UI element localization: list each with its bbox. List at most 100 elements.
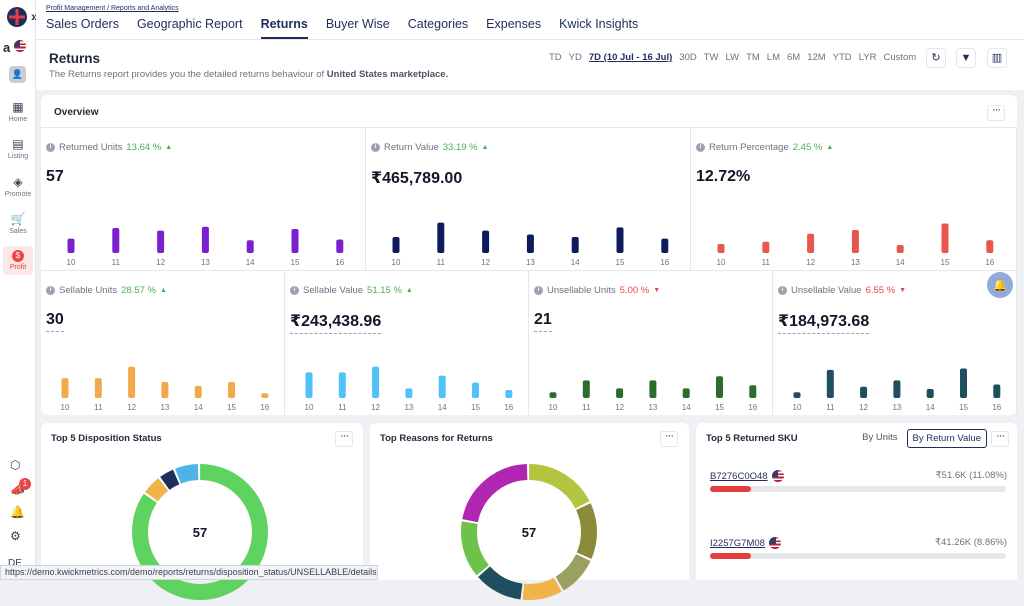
metric-tile[interactable]: i Return Value 33.19 % ▲ ₹465,789.00 10 11 12 13… bbox=[366, 127, 691, 270]
range-option[interactable]: 30D bbox=[679, 52, 697, 63]
metric-bar[interactable] bbox=[194, 385, 202, 398]
metric-bar[interactable] bbox=[807, 233, 815, 253]
metric-bar[interactable] bbox=[472, 382, 479, 398]
user-avatar-icon[interactable]: 👤 bbox=[9, 66, 26, 83]
metric-bar[interactable] bbox=[616, 388, 624, 398]
metric-bar[interactable] bbox=[112, 228, 120, 253]
info-icon[interactable]: i bbox=[46, 286, 55, 295]
tab-kwick-insights[interactable]: Kwick Insights bbox=[559, 17, 639, 31]
metric-bar[interactable] bbox=[201, 226, 209, 253]
metric-bar[interactable] bbox=[826, 369, 834, 398]
metric-bar[interactable] bbox=[128, 366, 136, 398]
sidebar-item-home[interactable]: ▦ Home bbox=[0, 100, 36, 123]
metric-tile[interactable]: i Sellable Value 51.15 % ▲ ₹243,438.96 10 11 12… bbox=[285, 270, 529, 415]
box-icon[interactable]: ⬡ bbox=[10, 458, 21, 472]
sidebar-item-profit[interactable]: $ Profit bbox=[3, 246, 33, 275]
by-return-value-toggle[interactable]: By Return Value bbox=[906, 429, 987, 448]
metric-bar[interactable] bbox=[261, 393, 269, 398]
info-icon[interactable]: i bbox=[371, 143, 380, 152]
refresh-icon[interactable]: ↻ bbox=[926, 48, 946, 68]
metric-bar[interactable] bbox=[986, 240, 994, 253]
range-option[interactable]: 7D (10 Jul - 16 Jul) bbox=[588, 52, 673, 63]
metric-bar[interactable] bbox=[392, 237, 400, 253]
range-option[interactable]: TM bbox=[746, 52, 760, 63]
metric-bar[interactable] bbox=[649, 380, 657, 398]
metric-bar[interactable] bbox=[716, 376, 723, 398]
tab-expenses[interactable]: Expenses bbox=[486, 17, 542, 31]
by-units-toggle[interactable]: By Units bbox=[862, 432, 898, 443]
gear-icon[interactable]: ⚙ bbox=[10, 529, 21, 543]
bell-icon[interactable]: 🔔 bbox=[10, 505, 25, 519]
metric-bar[interactable] bbox=[291, 229, 299, 253]
filter-icon[interactable]: ▼ bbox=[956, 48, 976, 68]
metric-bar[interactable] bbox=[661, 238, 669, 253]
metric-bar[interactable] bbox=[682, 388, 690, 398]
reasons-more-icon[interactable]: ··· bbox=[660, 431, 678, 447]
metric-bar[interactable] bbox=[993, 384, 1001, 398]
metric-bar[interactable] bbox=[246, 240, 254, 253]
metric-bar[interactable] bbox=[860, 386, 868, 398]
layout-icon[interactable]: ▥ bbox=[987, 48, 1007, 68]
donut-segment[interactable] bbox=[461, 464, 597, 600]
range-option[interactable]: LW bbox=[725, 52, 740, 63]
metric-bar[interactable] bbox=[896, 245, 904, 253]
sidebar-item-promote[interactable]: ◈ Promote bbox=[0, 175, 36, 198]
metric-tile[interactable]: i Unsellable Value 6.55 % ▼ ₹184,973.68 10 11 1… bbox=[773, 270, 1017, 415]
metric-bar[interactable] bbox=[616, 227, 624, 253]
metric-bar[interactable] bbox=[482, 230, 490, 253]
info-icon[interactable]: i bbox=[46, 143, 55, 152]
tab-categories[interactable]: Categories bbox=[407, 17, 469, 31]
overview-more-icon[interactable]: ··· bbox=[987, 105, 1005, 121]
metric-bar[interactable] bbox=[571, 237, 579, 253]
disposition-more-icon[interactable]: ··· bbox=[335, 431, 353, 447]
metric-bar[interactable] bbox=[582, 380, 590, 398]
range-option[interactable]: YD bbox=[568, 52, 582, 63]
metric-bar-chart[interactable]: 10 11 12 13 14 15 16 bbox=[366, 209, 691, 269]
metric-tile[interactable]: i Unsellable Units 5.00 % ▼ 21 10 11 12 13 14 15 16 bbox=[529, 270, 773, 415]
expand-sidebar-icon[interactable]: » bbox=[31, 8, 39, 24]
metric-bar[interactable] bbox=[505, 390, 513, 398]
donut-segment[interactable] bbox=[461, 464, 597, 600]
user-initials[interactable]: DE bbox=[8, 558, 22, 569]
info-icon[interactable]: i bbox=[778, 286, 787, 295]
range-option[interactable]: 6M bbox=[786, 52, 801, 63]
metric-bar-chart[interactable]: 10 11 12 13 14 15 16 bbox=[773, 354, 1017, 414]
metric-bar-chart[interactable]: 10 11 12 13 14 15 16 bbox=[691, 209, 1017, 269]
metric-bar[interactable] bbox=[762, 241, 770, 253]
metric-bar[interactable] bbox=[438, 375, 446, 398]
metric-bar[interactable] bbox=[941, 223, 949, 253]
metric-bar[interactable] bbox=[67, 238, 75, 253]
tab-geographic-report[interactable]: Geographic Report bbox=[136, 17, 243, 31]
tab-returns[interactable]: Returns bbox=[260, 17, 308, 39]
metric-bar[interactable] bbox=[61, 378, 69, 398]
info-icon[interactable]: i bbox=[696, 143, 705, 152]
tab-sales-orders[interactable]: Sales Orders bbox=[46, 17, 119, 31]
sidebar-item-listing[interactable]: ▤ Listing bbox=[0, 137, 36, 160]
sku-more-icon[interactable]: ··· bbox=[991, 431, 1009, 447]
metric-bar[interactable] bbox=[893, 380, 901, 398]
metric-bar-chart[interactable]: 10 11 12 13 14 15 16 bbox=[285, 354, 529, 414]
metric-bar[interactable] bbox=[749, 385, 757, 398]
range-option[interactable]: LYR bbox=[858, 52, 877, 63]
range-option[interactable]: YTD bbox=[832, 52, 852, 63]
metric-bar[interactable] bbox=[405, 388, 413, 398]
info-icon[interactable]: i bbox=[534, 286, 543, 295]
metric-tile[interactable]: i Sellable Units 28.57 % ▲ 30 10 11 12 13 14 15 16 bbox=[41, 270, 285, 415]
metric-bar[interactable] bbox=[437, 222, 445, 253]
metric-bar[interactable] bbox=[161, 382, 169, 398]
marketplace-selector[interactable]: a bbox=[3, 40, 26, 55]
range-option[interactable]: TD bbox=[549, 52, 562, 63]
reasons-donut-chart[interactable]: 57 bbox=[455, 458, 603, 606]
metric-tile[interactable]: i Returned Units 13.64 % ▲ 57 10 11 12 13 14 15 16 bbox=[41, 127, 366, 270]
metric-bar[interactable] bbox=[960, 368, 967, 398]
metric-bar[interactable] bbox=[549, 392, 557, 398]
metric-bar[interactable] bbox=[338, 372, 346, 398]
tab-buyer-wise[interactable]: Buyer Wise bbox=[325, 17, 390, 31]
metric-bar[interactable] bbox=[228, 382, 235, 398]
metric-bar[interactable] bbox=[157, 230, 165, 253]
sidebar-item-sales[interactable]: 🛒 Sales bbox=[0, 212, 36, 235]
metric-bar[interactable] bbox=[336, 239, 344, 253]
range-option[interactable]: LM bbox=[766, 52, 780, 63]
metric-bar-chart[interactable]: 10 11 12 13 14 15 16 bbox=[529, 354, 773, 414]
sku-link[interactable]: I2257G7M08 bbox=[710, 537, 781, 549]
